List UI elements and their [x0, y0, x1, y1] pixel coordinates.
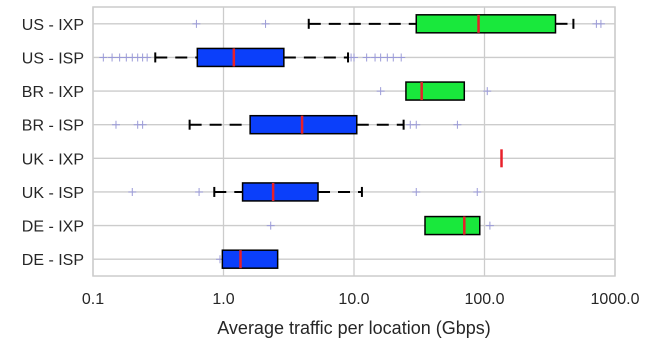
x-tick-label: 10.0 [338, 291, 369, 308]
outlier-point [192, 19, 201, 28]
x-axis-label: Average traffic per location (Gbps) [217, 318, 490, 338]
outlier-point [485, 221, 494, 230]
iqr-box [221, 249, 279, 269]
outlier-point [596, 19, 605, 28]
outlier-point [108, 53, 117, 62]
outlier-point [350, 53, 358, 62]
category-label: UK - ISP [22, 185, 84, 202]
outlier-point [397, 53, 406, 62]
outlier-point [473, 187, 482, 196]
category-label: DE - IXP [22, 219, 84, 236]
box-plot-item [192, 14, 605, 34]
iqr-box [415, 14, 557, 34]
outlier-point [389, 53, 398, 62]
outlier-point [412, 187, 421, 196]
box-plot-item [111, 114, 462, 135]
outlier-point [412, 120, 421, 129]
outlier-point [195, 187, 204, 196]
outlier-point [453, 120, 462, 129]
category-label: DE - ISP [22, 252, 84, 269]
x-tick-label: 1.0 [212, 291, 234, 308]
box-plot-item [376, 81, 492, 101]
box-plot-item [266, 215, 494, 236]
category-label: BR - IXP [22, 84, 84, 101]
box-plot-item [215, 249, 279, 269]
iqr-box [424, 215, 481, 236]
category-label: US - ISP [22, 50, 84, 67]
outlier-point [483, 87, 492, 96]
gridlines [92, 7, 616, 276]
outlier-point [128, 187, 137, 196]
category-label: UK - IXP [22, 151, 84, 168]
outlier-point [138, 120, 147, 129]
x-tick-labels: 0.1 1.0 10.0 100.0 1000.0 [82, 291, 640, 308]
outlier-point [111, 120, 120, 129]
outlier-point [143, 53, 152, 62]
category-labels: US - IXP US - ISP BR - IXP BR - ISP UK - IXP… [22, 17, 84, 269]
outlier-point [99, 53, 108, 62]
x-tick-label: 0.1 [82, 291, 104, 308]
plot-frame [92, 6, 616, 277]
category-label: US - IXP [22, 17, 84, 34]
box-plot-item [128, 182, 482, 202]
iqr-box [405, 81, 466, 101]
iqr-box [196, 47, 285, 68]
outlier-point [261, 19, 270, 28]
iqr-box [241, 182, 319, 202]
x-tick-label: 1000.0 [591, 291, 640, 308]
outlier-point [362, 53, 371, 62]
outlier-point [266, 221, 275, 230]
boxes-layer [99, 14, 605, 269]
category-label: BR - ISP [22, 118, 84, 135]
x-tick-label: 100.0 [464, 291, 504, 308]
box-plot-item [99, 47, 406, 68]
iqr-box [249, 114, 358, 135]
outlier-point [376, 87, 385, 96]
outlier-point [376, 53, 385, 62]
outlier-point [115, 53, 124, 62]
